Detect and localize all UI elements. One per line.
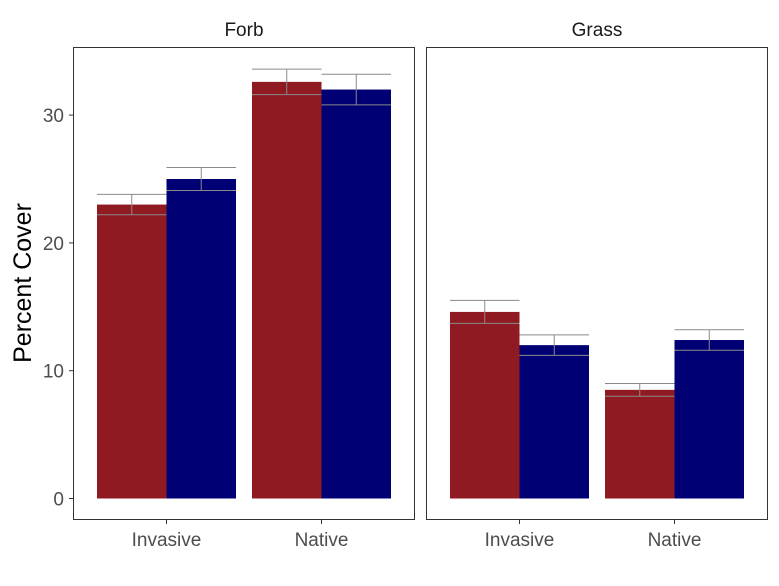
panel-grass-frame xyxy=(426,47,768,520)
y-tick-label-20: 20 xyxy=(43,234,64,255)
x-tick-label-grass-invasive: Invasive xyxy=(485,530,555,551)
panel-forb-marks xyxy=(97,68,391,499)
error-bar-forb-native-1 xyxy=(321,73,391,106)
bar-forb-invasive-1 xyxy=(166,179,236,499)
y-tick-label-30: 30 xyxy=(43,106,64,127)
error-bar-grass-invasive-1 xyxy=(519,334,589,356)
x-tick-label-grass-native: Native xyxy=(648,530,702,551)
panel-grass: Grass xyxy=(426,20,768,520)
bar-forb-invasive-0 xyxy=(97,204,167,499)
y-axis-title: Percent Cover xyxy=(9,203,37,363)
panel-label-forb: Forb xyxy=(224,20,263,41)
bar-forb-native-1 xyxy=(321,89,391,499)
y-axis: 0 10 20 30 xyxy=(43,106,74,511)
error-bar-grass-native-0 xyxy=(605,382,675,397)
y-tick-label-10: 10 xyxy=(43,362,64,383)
bar-grass-invasive-0 xyxy=(450,311,520,499)
bar-forb-native-0 xyxy=(252,81,322,499)
bar-grass-native-0 xyxy=(605,389,675,499)
x-tick-label-forb-native: Native xyxy=(295,530,349,551)
x-axes: Invasive Native Invasive Native xyxy=(132,519,702,551)
error-bar-forb-native-0 xyxy=(252,68,322,96)
error-bar-forb-invasive-1 xyxy=(166,166,236,192)
error-bar-forb-invasive-0 xyxy=(97,193,167,216)
error-bar-grass-native-1 xyxy=(674,329,744,351)
panel-forb: Forb xyxy=(73,20,415,520)
panel-grass-marks xyxy=(450,299,744,499)
bar-grass-invasive-1 xyxy=(519,345,589,499)
error-bar-grass-invasive-0 xyxy=(450,299,520,324)
panel-forb-frame xyxy=(73,47,415,520)
y-tick-label-0: 0 xyxy=(53,490,64,511)
x-tick-label-forb-invasive: Invasive xyxy=(132,530,202,551)
panel-label-grass: Grass xyxy=(572,20,623,41)
bar-grass-native-1 xyxy=(674,340,744,499)
